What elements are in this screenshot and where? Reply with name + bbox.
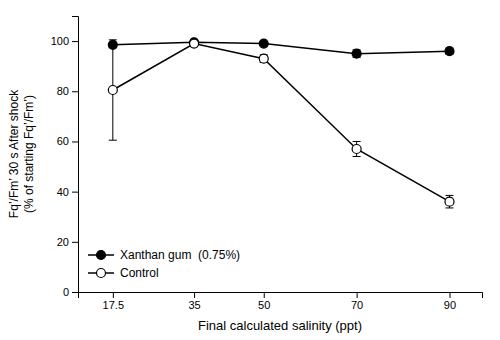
legend-label: Control [120, 266, 159, 280]
error-bar [260, 55, 268, 63]
error-bar-cap [353, 156, 361, 157]
tick-mark [72, 292, 78, 293]
y-axis-title: Fq’/Fm’ 30 s After shock(% of starting F… [7, 89, 36, 218]
marks [108, 38, 454, 208]
tick-label: 20 [57, 236, 69, 248]
tick-mark [264, 292, 265, 298]
tick: 35 [188, 292, 200, 311]
tick-mark [194, 292, 195, 298]
y-axis-title-line: Fq’/Fm’ 30 s After shock [7, 89, 21, 218]
point [259, 54, 268, 63]
tick-mark [113, 292, 114, 298]
plot-area: 17.5 35 50 70 90 0 20 40 60 80 100 Xanthan gum (0.7… [51, 17, 483, 311]
tick: 40 [57, 186, 78, 198]
tick: 20 [57, 236, 78, 248]
tick-mark [72, 41, 78, 42]
legend-item: Control [88, 266, 159, 280]
tick: 17.5 [103, 292, 124, 311]
tick-mark [72, 192, 78, 193]
tick: 0 [63, 286, 78, 298]
legend-item: Xanthan gum (0.75%) [88, 248, 240, 262]
point [445, 197, 454, 206]
point [352, 49, 361, 58]
point [190, 39, 199, 48]
tick: 70 [351, 292, 363, 311]
legend: Xanthan gum (0.75%) Control [88, 248, 240, 280]
error-bar-cap [445, 207, 453, 208]
legend-swatch-marker [97, 269, 106, 278]
axis-line [72, 17, 79, 293]
tick-mark [449, 292, 450, 298]
error-bar-cap [109, 140, 117, 141]
tick-label: 40 [57, 186, 69, 198]
tick: 50 [258, 292, 270, 311]
tick-label: 50 [258, 299, 270, 311]
tick-mark [357, 292, 358, 298]
tick-label: 100 [51, 35, 69, 47]
chart: 17.5 35 50 70 90 0 20 40 60 80 100 Xanthan gum (0.7… [0, 0, 500, 340]
tick: 60 [57, 135, 78, 147]
point [108, 86, 117, 95]
error-bar [353, 141, 361, 156]
tick-label: 90 [444, 299, 456, 311]
line [113, 42, 450, 53]
error-bar-cap [445, 195, 453, 196]
tick-mark [72, 141, 78, 142]
tick-label: 35 [188, 299, 200, 311]
line [113, 44, 450, 202]
series [108, 39, 454, 208]
tick-label: 70 [351, 299, 363, 311]
tick: 90 [444, 292, 456, 311]
tick-label: 17.5 [103, 299, 124, 311]
point [445, 47, 454, 56]
y-axis-title-line: (% of starting Fq’/Fm’) [22, 95, 36, 213]
tick: 80 [57, 85, 78, 97]
tick-mark [72, 91, 78, 92]
error-bar [109, 40, 117, 140]
point [259, 39, 268, 48]
point [352, 144, 361, 153]
x-axis: 17.5 35 50 70 90 [79, 292, 483, 311]
error-bar-cap [353, 141, 361, 142]
axis-line [79, 293, 483, 299]
tick-label: 80 [57, 85, 69, 97]
tick-label: 0 [63, 286, 69, 298]
legend-swatch-marker [97, 251, 106, 260]
error-bar [353, 50, 361, 58]
legend-label: Xanthan gum (0.75%) [120, 248, 240, 262]
x-axis-title: Final calculated salinity (ppt) [198, 318, 362, 333]
tick-mark [72, 242, 78, 243]
error-bar-cap [109, 39, 117, 40]
tick: 100 [51, 35, 78, 47]
series [108, 38, 454, 58]
tick-label: 60 [57, 135, 69, 147]
error-bar [445, 195, 453, 208]
y-axis: 0 20 40 60 80 100 [51, 17, 79, 299]
